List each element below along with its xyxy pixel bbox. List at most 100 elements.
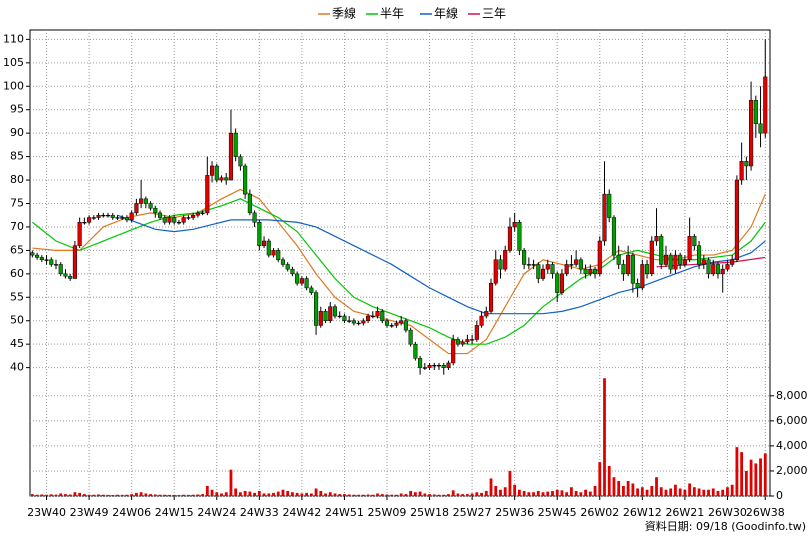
volume-bar [111, 494, 115, 496]
volume-bar [678, 488, 682, 496]
candle-body [72, 245, 77, 279]
candle-body [172, 217, 177, 223]
candle-body [503, 250, 508, 270]
candle-body [162, 217, 167, 223]
candle-body [408, 329, 413, 345]
volume-bar [158, 494, 162, 496]
candle-body [134, 203, 139, 214]
candle-body [347, 320, 352, 322]
candle-body [351, 320, 356, 324]
candle-body [285, 264, 290, 270]
volume-bar [78, 492, 82, 496]
volume-bar [744, 470, 748, 496]
volume-bar [187, 494, 190, 496]
candle-body [337, 315, 342, 318]
candle-body [252, 212, 257, 223]
volume-bar [456, 493, 460, 496]
volume-bar [730, 484, 734, 496]
volume-bar [763, 453, 767, 496]
candle-body [545, 264, 550, 270]
candle-body [304, 278, 309, 289]
candle-body [366, 315, 371, 321]
candle-body [418, 357, 423, 368]
volume-bar [593, 485, 597, 496]
y-tick-label: 50 [10, 314, 24, 327]
volume-bar [636, 488, 640, 496]
candle-body [564, 264, 569, 275]
candle-body [44, 259, 49, 261]
volume-bar [149, 494, 152, 496]
volume-bar [347, 494, 351, 496]
volume-bar [465, 494, 469, 496]
volume-bar [286, 490, 290, 496]
candle-body [739, 161, 744, 181]
volume-bar [409, 490, 413, 496]
candle-body [39, 257, 44, 261]
volume-bar [442, 494, 446, 496]
y-tick-label: 45 [10, 337, 24, 350]
x-tick-label: 23W40 [27, 506, 66, 519]
candle-body [678, 254, 683, 265]
candle-body [30, 252, 35, 256]
candle-body [318, 311, 323, 326]
volume-bar [210, 489, 214, 496]
candle-body [323, 311, 328, 321]
y2-tick-label: 6,000 [776, 414, 808, 427]
volume-bar [168, 494, 171, 496]
y-tick-label: 105 [3, 56, 24, 69]
volume-bar [702, 489, 706, 496]
candle-body [120, 217, 125, 219]
volume-bar [196, 494, 200, 496]
volume-bar [669, 488, 673, 496]
volume-bar [683, 489, 687, 496]
volume-bar [508, 470, 512, 496]
volume-bar [182, 494, 186, 496]
candle-body [49, 259, 54, 265]
candle-body [645, 264, 650, 275]
volume-bar [716, 490, 720, 496]
candle-body [526, 264, 531, 266]
candle-body [209, 165, 215, 176]
candle-body [328, 306, 333, 321]
candle-body [498, 259, 503, 270]
candle-body [394, 322, 399, 326]
volume-bar [475, 492, 479, 496]
ma-line [117, 214, 766, 315]
volume-bar [655, 477, 658, 496]
candle-body [626, 254, 631, 275]
volume-bar [314, 488, 318, 496]
volume-bar [215, 492, 219, 496]
volume-bar [622, 485, 625, 496]
y-tick-label: 90 [10, 126, 24, 139]
candle-body [129, 212, 134, 221]
y-tick-label: 55 [10, 290, 24, 303]
candle-body [758, 123, 763, 134]
volume-bar [484, 490, 488, 496]
candle-body [58, 264, 63, 275]
candle-body [465, 339, 470, 343]
volume-bar [617, 480, 621, 496]
candle-body [422, 367, 427, 369]
candle-body [153, 207, 158, 214]
volume-bar [470, 493, 474, 496]
volume-bar [45, 494, 48, 496]
candle-body [749, 100, 754, 167]
candle-body [214, 165, 219, 181]
y2-tick-label: 0 [776, 489, 783, 502]
volume-bar [570, 487, 573, 496]
candle-body [186, 217, 191, 219]
volume-bar [395, 494, 398, 496]
candle-body [616, 254, 621, 265]
y2-tick-label: 2,000 [776, 464, 808, 477]
candle-body [68, 275, 73, 279]
candle-body [550, 264, 555, 275]
volume-bar [494, 485, 498, 496]
candle-body [436, 365, 442, 367]
x-tick-label: 25W09 [368, 506, 407, 519]
candle-body [361, 320, 366, 324]
candle-body [219, 177, 224, 181]
volume-bar [125, 494, 129, 496]
volume-bar [423, 493, 427, 496]
x-tick-label: 25W45 [538, 506, 577, 519]
volume-bar [333, 493, 337, 496]
